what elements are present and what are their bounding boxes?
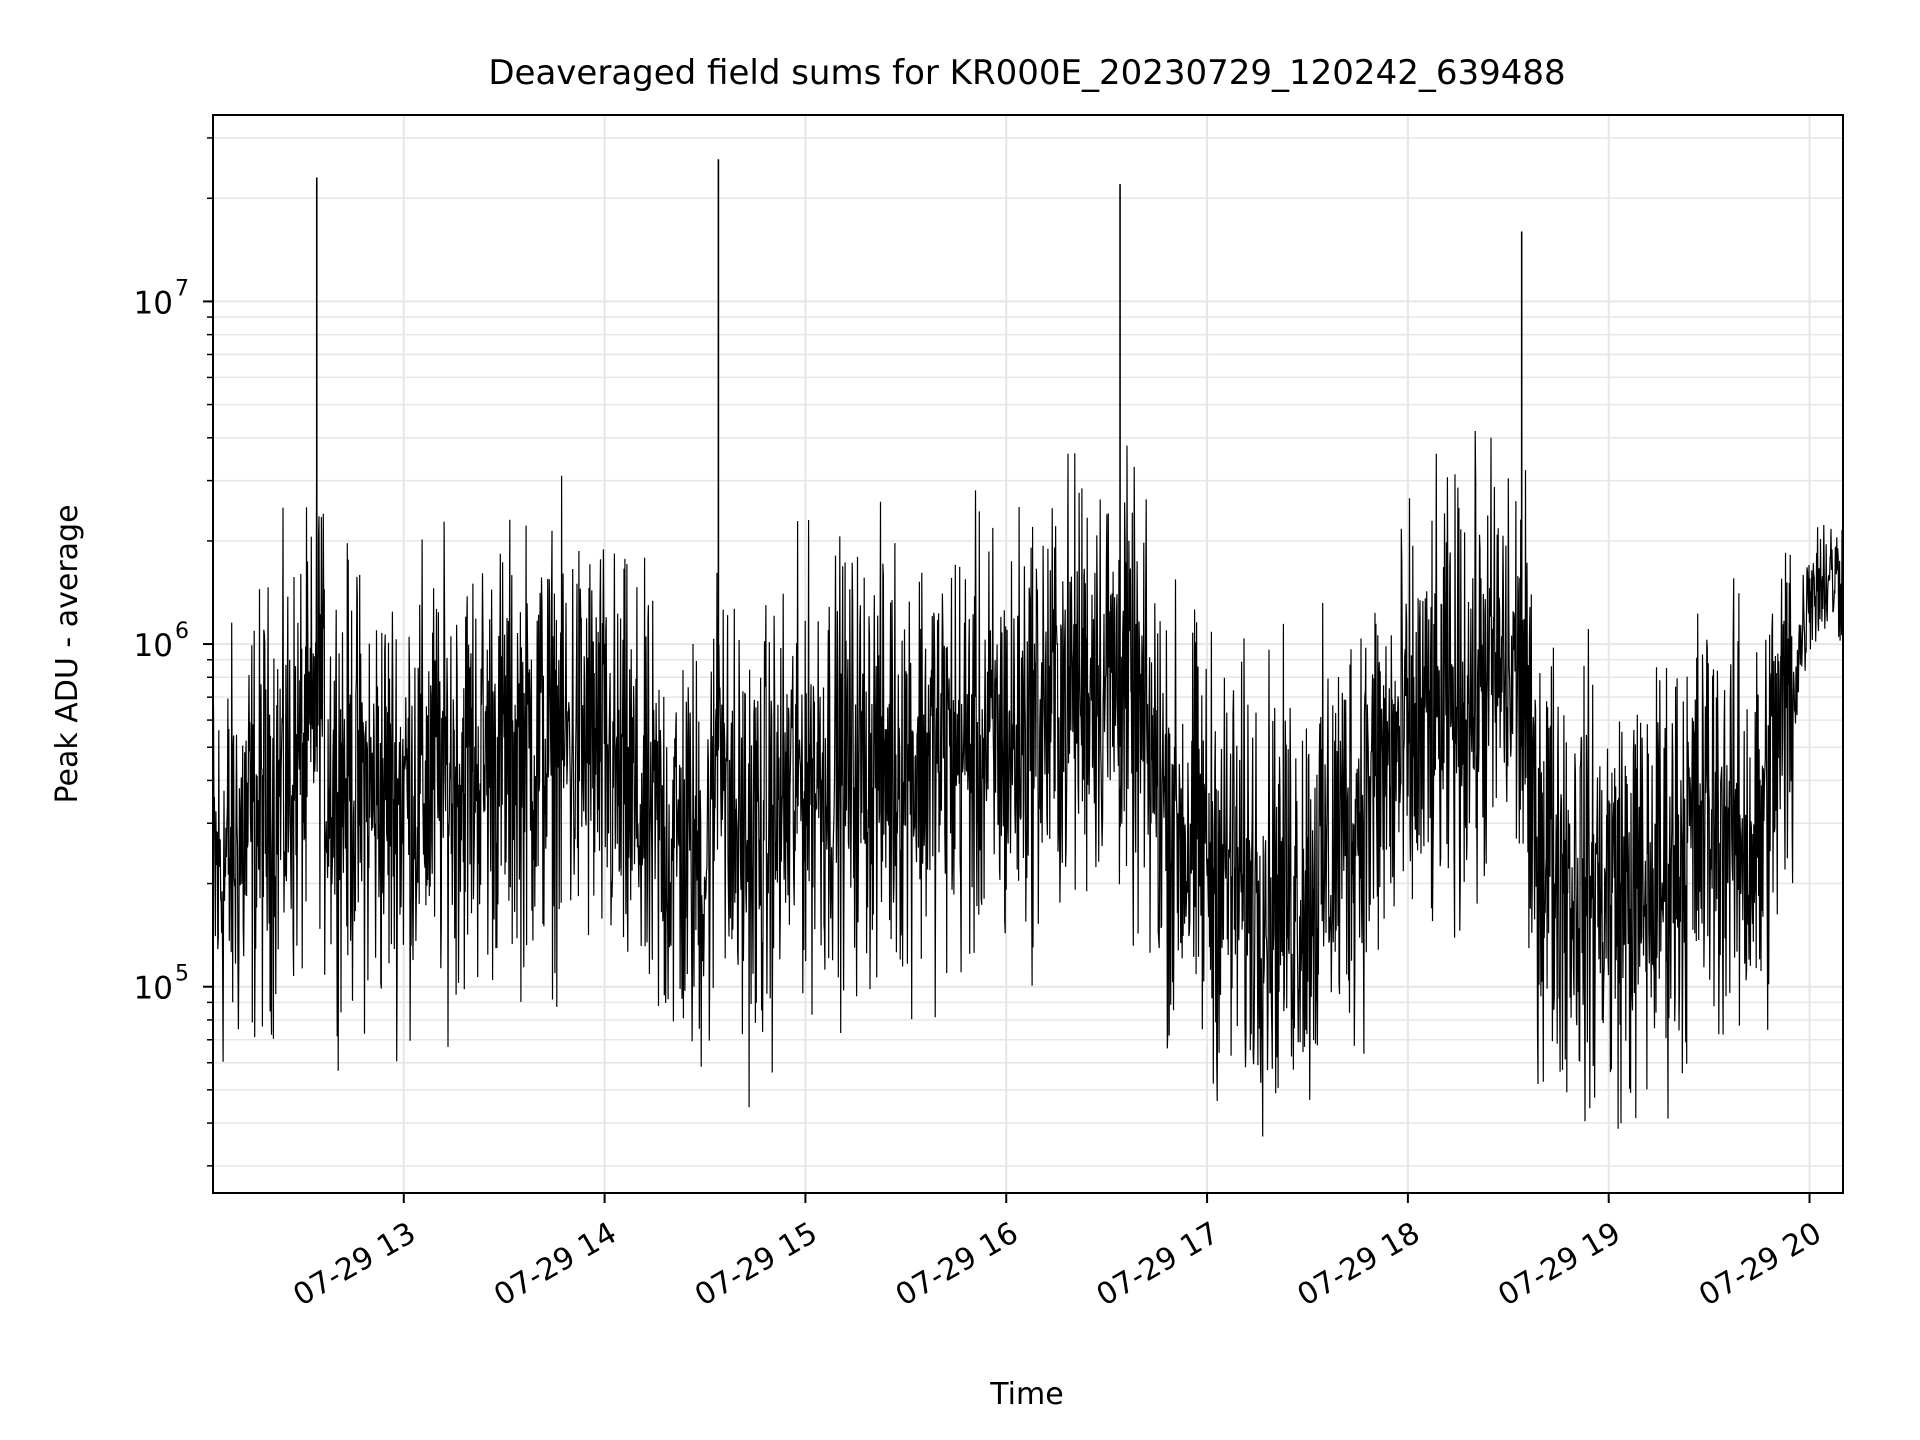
x-tick-label: 07-29 15: [689, 1216, 823, 1314]
x-tick-label: 07-29 14: [488, 1216, 622, 1314]
y-tick-label: 10: [134, 285, 173, 321]
chart-title: Deaveraged field sums for KR000E_2023072…: [488, 53, 1565, 93]
x-tick-label: 07-29 19: [1492, 1216, 1626, 1314]
x-axis: 07-29 13 07-29 14 07-29 15 07-29 16 07-29 17…: [287, 1193, 1828, 1314]
y-tick-exponent: 7: [175, 276, 189, 301]
series-line: [212, 430, 1844, 1137]
x-tick-label: 07-29 13: [287, 1216, 421, 1314]
y-tick-label: 10: [134, 971, 173, 1007]
y-tick-exponent: 6: [175, 619, 189, 644]
x-tick-label: 07-29 16: [890, 1216, 1024, 1314]
series-group: [212, 159, 1844, 1137]
y-tick-exponent: 5: [175, 962, 189, 987]
x-axis-label: Time: [989, 1377, 1063, 1412]
y-axis-label: Peak ADU - average: [50, 504, 85, 803]
plot-frame: [212, 114, 1844, 1194]
x-tick-label: 07-29 17: [1091, 1216, 1225, 1314]
x-tick-label: 07-29 18: [1292, 1216, 1426, 1314]
x-tick-label: 07-29 20: [1693, 1216, 1827, 1314]
y-tick-label: 10: [134, 628, 173, 664]
